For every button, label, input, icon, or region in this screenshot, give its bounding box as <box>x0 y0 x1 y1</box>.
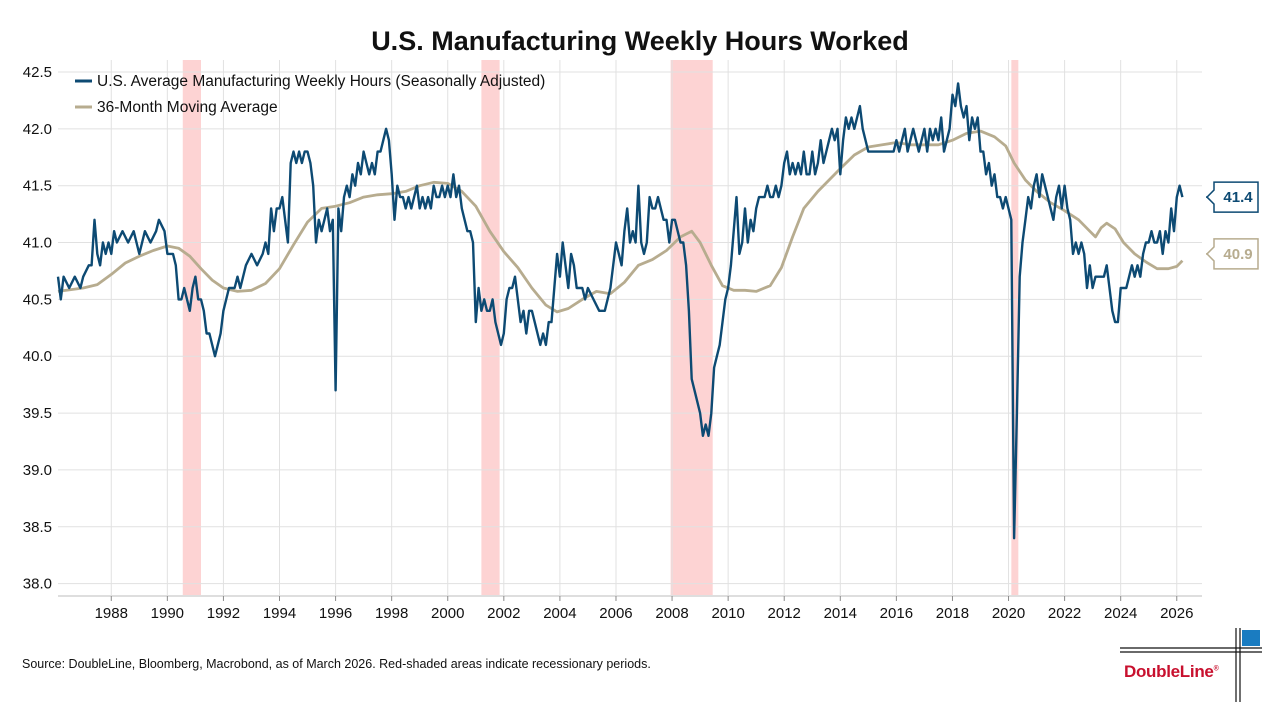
series-line-weekly-hours <box>56 82 1184 540</box>
x-tick-label-4: 1996 <box>319 605 352 622</box>
callout-box-1 <box>1205 238 1259 270</box>
axes: 1988 1990 1992 1994 1996 1998 2000 2002 2004 2006… <box>23 64 1202 622</box>
x-tick-label-10: 2008 <box>655 605 688 622</box>
x-tick-label-12: 2012 <box>768 605 801 622</box>
x-tick-label-2: 1992 <box>207 605 240 622</box>
x-tick-label-6: 2000 <box>431 605 464 622</box>
y-tick-label-3: 39.5 <box>23 405 52 422</box>
recession-band-1 <box>481 60 500 595</box>
y-tick-label-8: 42.0 <box>23 121 52 138</box>
x-tick-label-3: 1994 <box>263 605 296 622</box>
x-tick-label-8: 2004 <box>543 605 576 622</box>
gridlines <box>58 60 1202 595</box>
y-tick-label-4: 40.0 <box>23 348 52 365</box>
y-tick-label-9: 42.5 <box>23 64 52 81</box>
logo-registered-mark: ® <box>1213 665 1219 673</box>
y-tick-label-7: 41.5 <box>23 178 52 195</box>
series <box>56 82 1184 540</box>
callout-value-0: 41.4 <box>1223 189 1253 206</box>
x-tick-label-0: 1988 <box>95 605 128 622</box>
logo-blue-square <box>1242 630 1260 646</box>
x-tick-label-11: 2010 <box>711 605 744 622</box>
legend-entry-primary: U.S. Average Manufacturing Weekly Hours … <box>97 73 545 90</box>
x-tick-label-13: 2014 <box>824 605 857 622</box>
y-tick-label-0: 38.0 <box>23 576 52 593</box>
x-tick-label-16: 2020 <box>992 605 1025 622</box>
y-tick-label-5: 40.5 <box>23 291 52 308</box>
x-tick-label-17: 2022 <box>1048 605 1081 622</box>
recession-band-3 <box>1011 60 1019 595</box>
callout-box-0 <box>1205 181 1259 213</box>
y-tick-label-1: 38.5 <box>23 519 52 536</box>
x-tick-label-14: 2016 <box>880 605 913 622</box>
legend-entry-moving-average: 36-Month Moving Average <box>97 99 278 116</box>
y-tick-label-6: 41.0 <box>23 235 52 252</box>
x-tick-label-9: 2006 <box>599 605 632 622</box>
logo-text: DoubleLine <box>1124 662 1214 681</box>
x-tick-label-19: 2026 <box>1160 605 1193 622</box>
recession-band-2 <box>670 60 713 595</box>
chart-title: U.S. Manufacturing Weekly Hours Worked <box>371 26 909 56</box>
logo-mark <box>1120 628 1262 702</box>
logo-wordmark: DoubleLine® <box>1124 662 1219 682</box>
source-note: Source: DoubleLine, Bloomberg, Macrobond… <box>22 657 651 671</box>
callout-value-1: 40.9 <box>1223 246 1252 263</box>
last-value-callouts: 41.4 40.9 <box>1205 181 1259 270</box>
legend: U.S. Average Manufacturing Weekly Hours … <box>75 73 545 116</box>
x-tick-label-1: 1990 <box>151 605 184 622</box>
y-tick-label-2: 39.0 <box>23 462 52 479</box>
x-tick-label-15: 2018 <box>936 605 969 622</box>
recession-band-0 <box>182 60 201 595</box>
x-tick-label-5: 1998 <box>375 605 408 622</box>
x-tick-label-7: 2002 <box>487 605 520 622</box>
recession-bands <box>182 60 1019 595</box>
x-tick-label-18: 2024 <box>1104 605 1137 622</box>
